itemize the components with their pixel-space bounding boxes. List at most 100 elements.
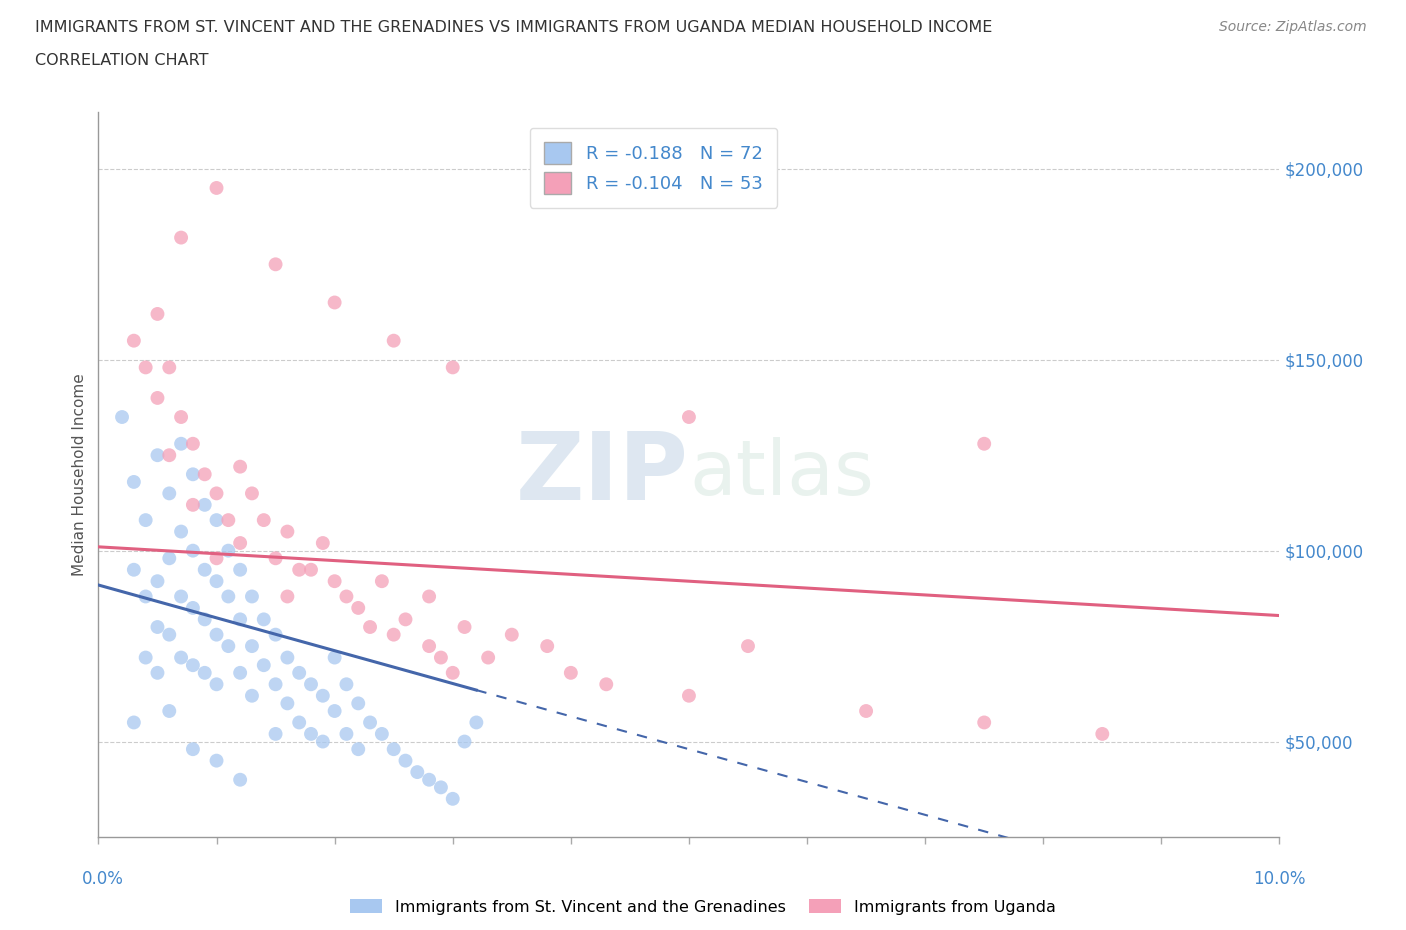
Point <box>465 715 488 730</box>
Point <box>678 409 700 424</box>
Point <box>157 704 180 719</box>
Point <box>157 486 180 501</box>
Point <box>335 589 357 604</box>
Point <box>394 612 416 627</box>
Point <box>122 563 145 578</box>
Point <box>299 563 322 578</box>
Point <box>394 753 416 768</box>
Point <box>170 230 193 245</box>
Point <box>430 650 453 665</box>
Point <box>323 574 346 589</box>
Point <box>122 333 145 348</box>
Point <box>453 619 475 634</box>
Point <box>264 551 287 565</box>
Y-axis label: Median Household Income: Median Household Income <box>72 373 87 576</box>
Point <box>205 677 228 692</box>
Point <box>146 307 169 322</box>
Point <box>276 525 298 539</box>
Text: 0.0%: 0.0% <box>82 870 124 888</box>
Text: Source: ZipAtlas.com: Source: ZipAtlas.com <box>1219 20 1367 34</box>
Point <box>441 791 464 806</box>
Point <box>973 436 995 451</box>
Point <box>288 665 311 680</box>
Point <box>253 658 276 672</box>
Point <box>323 650 346 665</box>
Point <box>157 551 180 565</box>
Point <box>359 715 381 730</box>
Point <box>111 409 134 424</box>
Point <box>418 772 440 787</box>
Point <box>335 677 357 692</box>
Point <box>371 574 394 589</box>
Point <box>441 665 464 680</box>
Point <box>312 688 335 703</box>
Point <box>146 665 169 680</box>
Point <box>359 619 381 634</box>
Point <box>453 734 475 749</box>
Point <box>347 601 370 616</box>
Point <box>229 563 252 578</box>
Point <box>595 677 617 692</box>
Point <box>264 627 287 642</box>
Point <box>299 677 322 692</box>
Point <box>181 601 204 616</box>
Point <box>240 688 263 703</box>
Point <box>170 589 193 604</box>
Point <box>501 627 523 642</box>
Text: atlas: atlas <box>689 437 873 512</box>
Point <box>382 627 405 642</box>
Point <box>181 543 204 558</box>
Point <box>382 333 405 348</box>
Point <box>560 665 582 680</box>
Point <box>122 474 145 489</box>
Point <box>347 696 370 711</box>
Point <box>477 650 499 665</box>
Point <box>371 726 394 741</box>
Point <box>170 409 193 424</box>
Point <box>240 486 263 501</box>
Point <box>973 715 995 730</box>
Point <box>288 715 311 730</box>
Point <box>347 742 370 757</box>
Point <box>181 436 204 451</box>
Point <box>194 563 217 578</box>
Point <box>382 742 405 757</box>
Point <box>276 696 298 711</box>
Point <box>253 612 276 627</box>
Point <box>288 563 311 578</box>
Point <box>430 780 453 795</box>
Point <box>229 665 252 680</box>
Point <box>229 536 252 551</box>
Point <box>299 726 322 741</box>
Point <box>264 726 287 741</box>
Point <box>418 589 440 604</box>
Point <box>217 589 239 604</box>
Point <box>157 447 180 462</box>
Point <box>240 589 263 604</box>
Legend: R = -0.188   N = 72, R = -0.104   N = 53: R = -0.188 N = 72, R = -0.104 N = 53 <box>530 128 778 208</box>
Point <box>229 612 252 627</box>
Point <box>205 512 228 527</box>
Point <box>146 619 169 634</box>
Point <box>217 543 239 558</box>
Point <box>536 639 558 654</box>
Point <box>146 391 169 405</box>
Point <box>1091 726 1114 741</box>
Point <box>205 753 228 768</box>
Point <box>122 715 145 730</box>
Point <box>323 704 346 719</box>
Point <box>181 467 204 482</box>
Point <box>678 688 700 703</box>
Point <box>205 574 228 589</box>
Point <box>276 589 298 604</box>
Point <box>276 650 298 665</box>
Point <box>229 772 252 787</box>
Point <box>253 512 276 527</box>
Point <box>194 467 217 482</box>
Point <box>264 257 287 272</box>
Point <box>264 677 287 692</box>
Point <box>312 536 335 551</box>
Point <box>194 612 217 627</box>
Point <box>418 639 440 654</box>
Point <box>135 512 157 527</box>
